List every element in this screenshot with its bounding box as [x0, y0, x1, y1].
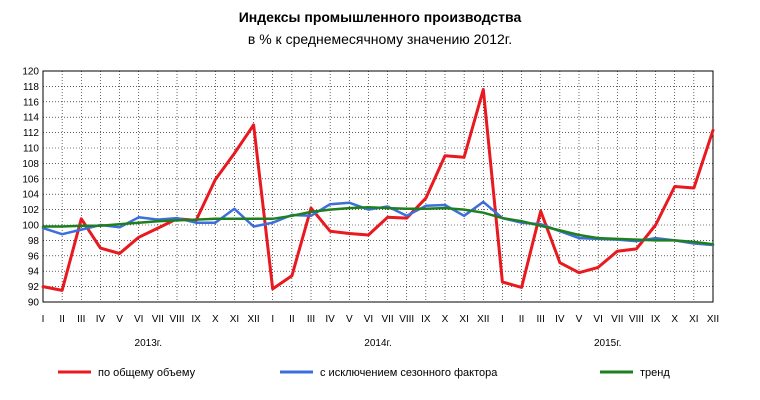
series-line-0 — [41, 88, 715, 292]
x-tick-label: VI — [134, 314, 143, 325]
x-tick-label: V — [576, 314, 583, 325]
x-tick-label: VIII — [399, 314, 414, 325]
series-line-2 — [41, 206, 715, 246]
year-label: 2013г. — [135, 338, 162, 349]
y-tick-label: 96 — [28, 251, 40, 262]
x-tick-label: II — [289, 314, 295, 325]
x-tick-label: VIII — [169, 314, 184, 325]
legend-label-1: с исключением сезонного фактора — [320, 367, 498, 379]
x-tick-label: IV — [555, 314, 565, 325]
grid-layer — [42, 70, 714, 303]
x-tick-label: IX — [421, 314, 431, 325]
x-tick-label: XII — [477, 314, 489, 325]
legend-label-2: тренд — [640, 367, 670, 379]
x-tick-label: VI — [364, 314, 373, 325]
x-tick-label: III — [77, 314, 85, 325]
x-tick-label: VII — [611, 314, 623, 325]
y-tick-label: 102 — [22, 205, 39, 216]
x-tick-label: VIII — [629, 314, 644, 325]
y-tick-label: 98 — [28, 236, 40, 247]
x-tick-label: VII — [381, 314, 393, 325]
x-tick-label: IX — [191, 314, 201, 325]
x-tick-label: II — [59, 314, 65, 325]
x-tick-label: IX — [651, 314, 661, 325]
plot-frame — [42, 70, 714, 303]
x-tick-label: IV — [96, 314, 106, 325]
x-tick-label: X — [442, 314, 449, 325]
x-tick-label: III — [537, 314, 545, 325]
x-tick-label: XII — [707, 314, 719, 325]
legend-label-0: по общему объему — [98, 367, 196, 379]
y-tick-label: 104 — [22, 190, 39, 201]
y-tick-label: 120 — [22, 67, 39, 78]
x-tick-label: XI — [459, 314, 468, 325]
x-tick-label: I — [271, 314, 274, 325]
chart-subtitle: в % к среднемесячному значению 2012г. — [247, 31, 513, 47]
y-tick-label: 114 — [23, 113, 39, 124]
y-tick-label: 94 — [28, 267, 40, 278]
x-tick-label: XI — [689, 314, 698, 325]
x-tick-label: V — [116, 314, 123, 325]
x-tick-label: XII — [247, 314, 259, 325]
x-tick-label: V — [346, 314, 353, 325]
y-tick-label: 92 — [28, 282, 40, 293]
year-label: 2014г. — [364, 338, 391, 349]
y-tick-label: 90 — [28, 298, 40, 309]
x-tick-label: VII — [152, 314, 164, 325]
axis-layer: 90 92 94 96 98 100 102 104 106 108 110 112 114 116 118… — [22, 67, 719, 350]
x-tick-label: XI — [230, 314, 239, 325]
y-tick-label: 106 — [22, 174, 39, 185]
y-tick-label: 108 — [22, 159, 39, 170]
chart-title: Индексы промышленного производства — [238, 9, 522, 25]
x-tick-label: X — [212, 314, 219, 325]
x-tick-label: II — [519, 314, 525, 325]
series-layer — [41, 88, 715, 292]
x-tick-label: X — [671, 314, 678, 325]
y-tick-label: 100 — [22, 221, 39, 232]
legend: по общему объему с исключением сезонного … — [58, 367, 670, 379]
year-label: 2015г. — [594, 338, 621, 349]
y-tick-label: 110 — [23, 144, 39, 155]
y-tick-label: 116 — [23, 97, 39, 108]
x-tick-label: I — [42, 314, 45, 325]
x-tick-label: I — [501, 314, 504, 325]
y-tick-label: 118 — [23, 82, 39, 93]
x-tick-label: IV — [325, 314, 335, 325]
x-tick-label: III — [307, 314, 315, 325]
x-tick-label: VI — [593, 314, 602, 325]
y-tick-label: 112 — [23, 128, 39, 139]
